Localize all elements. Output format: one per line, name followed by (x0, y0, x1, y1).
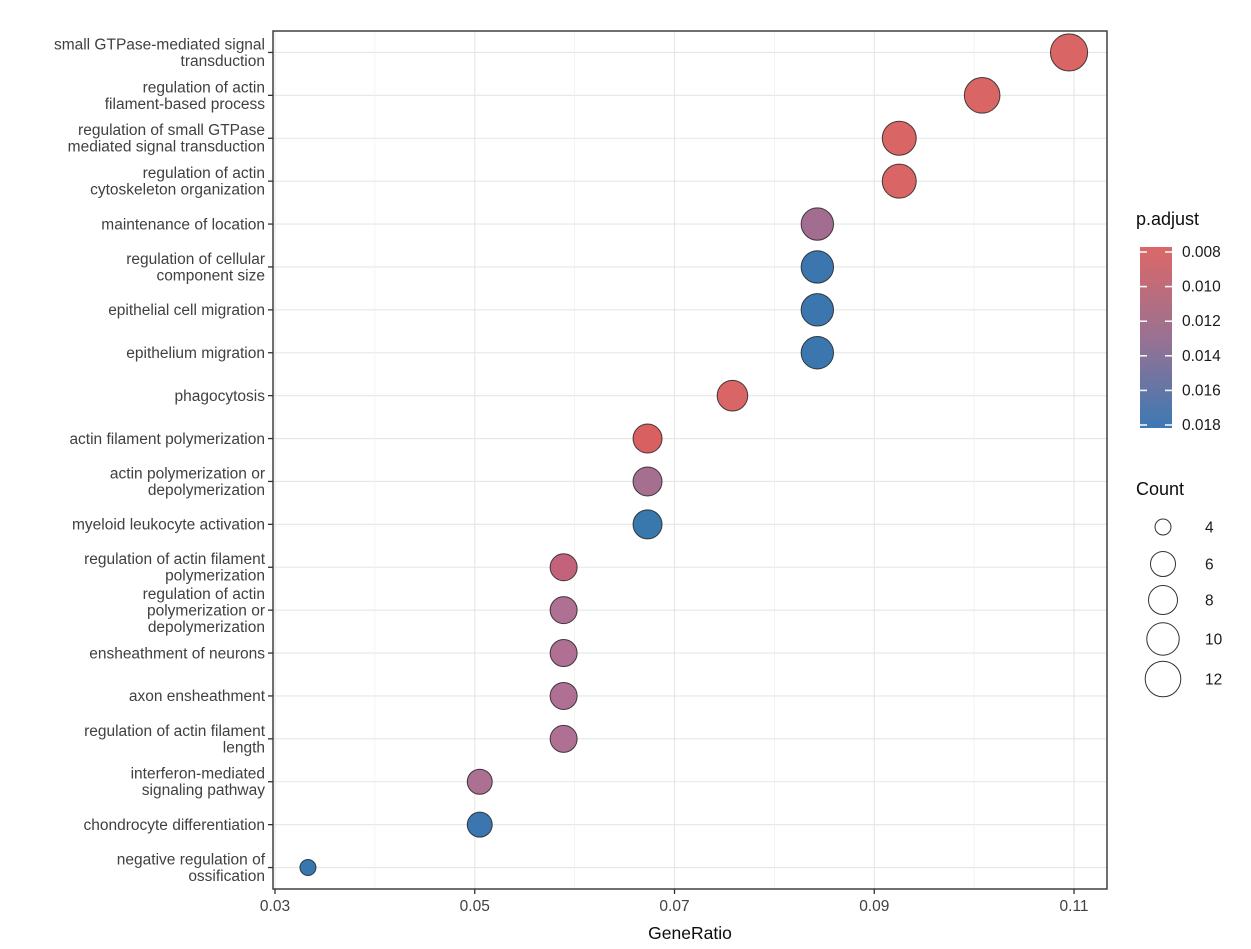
padjust-tick-label: 0.016 (1182, 382, 1221, 399)
legend-padjust-title: p.adjust (1136, 209, 1199, 229)
padjust-tick-label: 0.018 (1182, 417, 1221, 434)
dot-actin-filament-polymerization (632, 423, 663, 454)
y-category-label: actin filament polymerization (69, 431, 265, 448)
y-category-label: regulation of cellular component size (126, 251, 265, 285)
dot-epithelial-cell-migration (800, 293, 835, 327)
y-category-label: regulation of actin filament length (84, 723, 266, 757)
count-legend-label: 10 (1205, 632, 1223, 649)
padjust-gradient-bar (1140, 247, 1172, 428)
y-category-label: negative regulation of ossification (117, 852, 266, 886)
y-category-label: regulation of actin filament-based proces… (105, 79, 265, 113)
padjust-tick-label: 0.008 (1182, 244, 1221, 261)
dot-myeloid-leukocyte-activation (632, 509, 663, 540)
y-category-label: interferon-mediated signaling pathway (131, 766, 266, 800)
dot-small-gtpase-mediated-signal-transduction (1049, 33, 1089, 72)
y-category-label: myeloid leukocyte activation (72, 517, 265, 534)
y-category-label: regulation of actin filament polymerizati… (84, 551, 266, 585)
dot-regulation-of-small-gtpase-mediated-signal-transduction (881, 120, 917, 156)
y-axis: small GTPase-mediated signal transduction… (54, 36, 273, 885)
panel-border (272, 30, 1108, 890)
y-category-label: phagocytosis (175, 388, 266, 405)
y-category-label: maintenance of location (101, 216, 265, 233)
count-legend-label: 6 (1205, 557, 1214, 574)
count-legend-circle (1148, 585, 1178, 615)
padjust-tick-label: 0.014 (1182, 348, 1221, 365)
dot-chondrocyte-differentiation (466, 811, 493, 838)
dot-regulation-of-cellular-component-size (800, 250, 835, 284)
dot-epithelium-migration (800, 336, 835, 370)
count-legend-circle (1144, 660, 1182, 698)
dot-regulation-of-actin-polymerization-or-depolymerization (549, 596, 578, 625)
dot-actin-polymerization-or-depolymerization (632, 466, 663, 497)
count-legend-label: 8 (1205, 593, 1214, 610)
dot-axon-ensheathment (549, 681, 578, 710)
legend-padjust: p.adjust 0.008 0.010 0.012 0.014 0.016 0.018 (1136, 209, 1221, 434)
y-category-label: chondrocyte differentiation (83, 817, 265, 834)
legend-count-title: Count (1136, 479, 1184, 499)
count-legend-circle (1150, 551, 1176, 577)
panel-background (273, 31, 1107, 889)
x-tick-label: 0.11 (1060, 898, 1089, 915)
count-legend-circle (1154, 518, 1172, 536)
dot-phagocytosis (716, 379, 749, 412)
y-category-label: epithelium migration (126, 345, 265, 362)
padjust-tick-label: 0.012 (1182, 313, 1221, 330)
y-category-label: small GTPase-mediated signal transduction (54, 36, 265, 70)
count-legend-circle (1146, 622, 1180, 656)
x-tick-label: 0.09 (859, 898, 889, 915)
y-category-label: regulation of small GTPase mediated signa… (68, 122, 265, 156)
dot-regulation-of-actin-cytoskeleton-organization (881, 163, 917, 199)
y-category-label: actin polymerization or depolymerization (110, 465, 265, 499)
y-category-label: epithelial cell migration (108, 302, 265, 319)
dots-layer (299, 33, 1089, 877)
dot-maintenance-of-location (800, 207, 835, 241)
dot-negative-regulation-of-ossification (299, 859, 317, 877)
y-category-label: regulation of actin polymerization or depo… (143, 586, 265, 636)
x-tick-label: 0.03 (260, 898, 290, 915)
dot-interferon-mediated-signaling-pathway (466, 768, 493, 795)
y-category-label: regulation of actin cytoskeleton organiza… (90, 165, 265, 199)
dot-ensheathment-of-neurons (549, 639, 578, 668)
count-legend-label: 4 (1205, 520, 1214, 537)
dot-regulation-of-actin-filament-based-process (963, 77, 1001, 114)
count-legend-label: 12 (1205, 672, 1222, 689)
dot-regulation-of-actin-filament-polymerization (549, 553, 578, 582)
x-tick-label: 0.07 (659, 898, 689, 915)
x-axis: 0.03 0.05 0.07 0.09 0.11 (260, 889, 1089, 915)
legend-count: Count 4 6 8 10 12 (1136, 479, 1223, 698)
plot-panel (272, 30, 1108, 890)
padjust-tick-label: 0.010 (1182, 279, 1221, 296)
y-category-label: ensheathment of neurons (89, 645, 265, 662)
x-axis-title: GeneRatio (648, 923, 732, 943)
x-tick-label: 0.05 (460, 898, 490, 915)
y-category-label: axon ensheathment (129, 688, 266, 705)
dot-regulation-of-actin-filament-length (549, 724, 578, 753)
